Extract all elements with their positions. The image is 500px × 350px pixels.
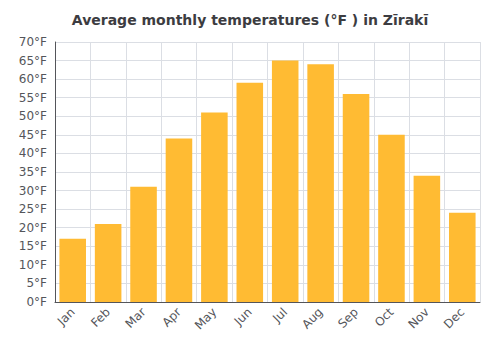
svg-text:60°F: 60°F — [19, 72, 47, 86]
svg-text:Feb: Feb — [88, 305, 113, 330]
svg-text:20°F: 20°F — [19, 221, 47, 235]
svg-text:Jun: Jun — [231, 305, 255, 329]
svg-text:35°F: 35°F — [19, 165, 47, 179]
svg-text:50°F: 50°F — [19, 109, 47, 123]
svg-text:Aug: Aug — [299, 305, 325, 331]
svg-text:Mar: Mar — [123, 305, 149, 331]
svg-text:Dec: Dec — [441, 305, 467, 331]
svg-text:Sep: Sep — [335, 305, 361, 331]
svg-text:May: May — [192, 305, 219, 332]
svg-text:Oct: Oct — [372, 305, 397, 330]
svg-text:40°F: 40°F — [19, 146, 47, 160]
svg-text:Nov: Nov — [405, 305, 431, 331]
svg-text:55°F: 55°F — [19, 91, 47, 105]
svg-text:Jan: Jan — [54, 305, 78, 329]
svg-text:65°F: 65°F — [19, 54, 47, 68]
svg-text:10°F: 10°F — [19, 258, 47, 272]
svg-text:45°F: 45°F — [19, 128, 47, 142]
svg-text:5°F: 5°F — [26, 276, 47, 290]
svg-text:70°F: 70°F — [19, 35, 47, 49]
svg-text:Jul: Jul — [269, 305, 290, 326]
svg-text:15°F: 15°F — [19, 239, 47, 253]
svg-text:30°F: 30°F — [19, 184, 47, 198]
svg-text:Apr: Apr — [159, 305, 184, 330]
svg-text:25°F: 25°F — [19, 202, 47, 216]
svg-text:Average monthly temperatures (: Average monthly temperatures (°F ) in Zī… — [72, 12, 429, 28]
svg-text:0°F: 0°F — [26, 295, 47, 309]
